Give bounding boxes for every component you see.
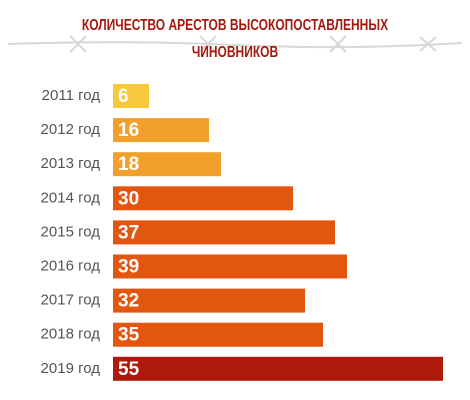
value-label: 35 xyxy=(118,325,140,346)
y-tick-label: 2013 год xyxy=(41,155,101,172)
chart-title: КОЛИЧЕСТВО АРЕСТОВ ВЫСОКОПОСТАВЛЕННЫХ ЧИ… xyxy=(81,17,389,61)
value-label: 55 xyxy=(118,359,140,380)
y-tick-label: 2014 год xyxy=(41,189,101,206)
y-tick-label: 2017 год xyxy=(41,292,101,309)
value-label: 37 xyxy=(118,222,139,243)
y-tick-label: 2012 год xyxy=(41,121,101,138)
bar xyxy=(113,254,347,279)
bar xyxy=(113,84,149,108)
value-label: 30 xyxy=(118,188,139,209)
y-tick-label: 2011 год xyxy=(42,87,101,104)
value-label: 16 xyxy=(118,120,139,141)
bar xyxy=(113,356,443,381)
bar xyxy=(113,118,209,143)
value-label: 39 xyxy=(118,257,139,278)
bar xyxy=(113,322,323,347)
value-label: 32 xyxy=(118,291,139,312)
y-tick-label: 2019 год xyxy=(41,360,101,377)
bar xyxy=(113,186,293,211)
y-tick-label: 2016 год xyxy=(41,257,101,274)
bar xyxy=(113,288,305,313)
value-label: 6 xyxy=(118,86,129,107)
y-tick-label: 2015 год xyxy=(41,223,101,240)
bar xyxy=(113,152,221,177)
barbed-wire xyxy=(7,35,463,53)
value-label: 18 xyxy=(118,154,139,175)
y-tick-label: 2018 год xyxy=(41,326,101,343)
bar xyxy=(113,220,335,245)
